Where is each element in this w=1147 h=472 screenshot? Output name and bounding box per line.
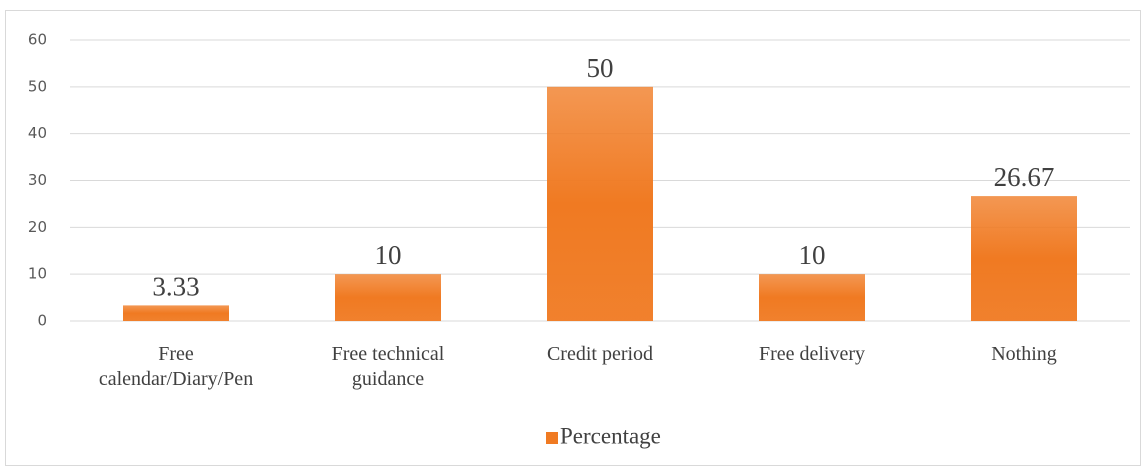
x-tick-label: Credit period [546,343,654,365]
data-label: 10 [375,240,402,270]
bar [335,274,441,321]
data-label: 26.67 [994,162,1055,192]
bar [759,274,865,321]
legend-swatch [546,432,558,444]
x-tick-label: Nothing [991,343,1057,365]
y-tick-label: 50 [28,77,47,95]
y-tick-label: 30 [28,171,47,189]
bar [971,196,1077,321]
legend-label: Percentage [560,423,661,448]
y-tick-label: 0 [37,312,47,330]
x-tick-label: Free delivery [758,343,866,365]
y-tick-label: 10 [28,265,47,283]
x-tick-label: Free calendar/Diary/Pen [98,343,254,390]
y-tick-label: 20 [28,218,47,236]
y-tick-label: 40 [28,124,47,142]
bar [547,86,653,321]
y-tick-label: 60 [28,31,47,49]
x-tick-label: Free technical guidance [331,343,445,390]
data-label: 3.33 [152,271,199,301]
data-label: 50 [587,53,614,83]
bar [123,305,229,321]
data-label: 10 [799,240,826,270]
